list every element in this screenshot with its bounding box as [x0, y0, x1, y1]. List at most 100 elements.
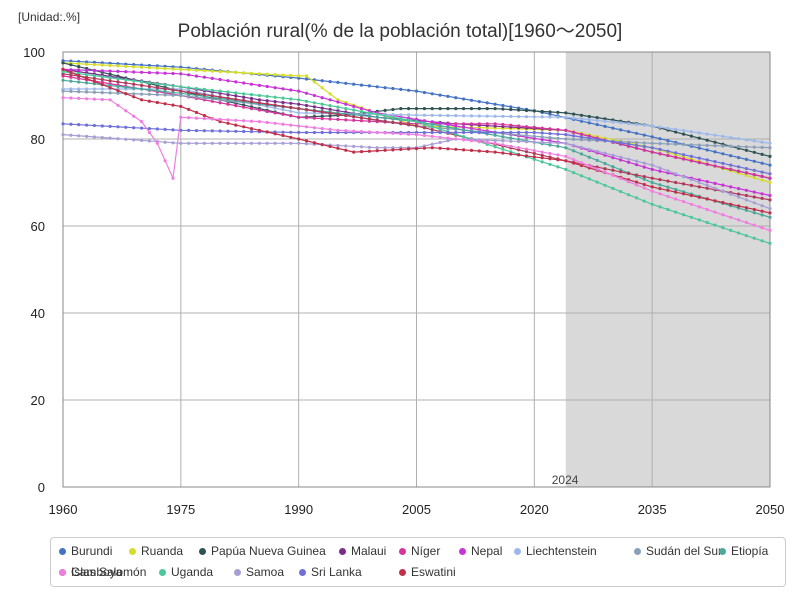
series-point	[517, 124, 521, 128]
series-point	[304, 99, 309, 103]
series-point	[61, 61, 65, 65]
series-point	[579, 163, 584, 168]
series-point	[399, 117, 403, 121]
legend-marker	[514, 547, 521, 555]
series-point	[744, 198, 749, 202]
series-point	[752, 168, 756, 172]
series-point	[61, 96, 65, 100]
series-point	[171, 88, 175, 92]
series-point	[163, 140, 167, 144]
series-point	[147, 92, 151, 96]
series-point	[69, 122, 73, 126]
series-point	[226, 121, 230, 125]
series-point	[187, 128, 191, 132]
y-tick-label: 20	[31, 393, 45, 408]
series-point	[517, 115, 521, 119]
series-point	[430, 130, 434, 135]
series-point	[430, 92, 434, 96]
series-point	[477, 149, 481, 153]
series-point	[108, 79, 112, 83]
series-point	[61, 133, 65, 137]
series-point	[171, 176, 175, 180]
series-point	[697, 195, 701, 199]
legend-item-malaui: Malaui	[339, 544, 386, 558]
series-point	[524, 140, 529, 144]
series-point	[265, 130, 269, 134]
series-point	[721, 213, 725, 217]
series-point	[509, 107, 513, 112]
series-point	[603, 151, 607, 155]
series-point	[469, 122, 474, 126]
series-point	[124, 125, 128, 129]
series-point	[579, 138, 584, 142]
series-point	[281, 87, 285, 91]
series-point	[697, 218, 701, 222]
series-point	[69, 59, 73, 63]
series-point	[242, 129, 246, 134]
series-point	[202, 141, 206, 145]
series-point	[493, 145, 497, 149]
series-point	[352, 118, 356, 122]
series-point	[737, 192, 741, 196]
series-point	[501, 147, 505, 151]
series-point	[92, 82, 96, 86]
series-point	[179, 141, 183, 145]
series-point	[634, 143, 639, 147]
series-point	[163, 71, 167, 75]
series-point	[328, 130, 332, 135]
series-point	[430, 122, 434, 126]
series-point	[572, 161, 576, 165]
series-point	[194, 68, 199, 72]
series-point	[147, 63, 151, 68]
series-point	[682, 182, 686, 186]
series-point	[414, 122, 419, 126]
series-point	[603, 124, 607, 128]
series-point	[611, 140, 615, 144]
series-point	[454, 124, 458, 128]
series-point	[682, 175, 686, 179]
series-point	[375, 130, 379, 135]
series-point	[297, 130, 301, 135]
series-point	[147, 99, 151, 103]
series-point	[729, 215, 733, 219]
series-point	[92, 123, 96, 128]
series-point	[760, 192, 764, 196]
series-point	[454, 126, 458, 131]
series-point	[579, 117, 584, 121]
series-point	[642, 141, 646, 145]
series-point	[140, 80, 144, 84]
series-point	[713, 181, 717, 185]
series-point	[249, 119, 254, 123]
legend-label: Sudán del Sur	[646, 544, 723, 558]
legend-label: Uganda	[171, 565, 214, 579]
series-point	[234, 97, 238, 101]
series-point	[328, 98, 332, 102]
legend-label: Sri Lanka	[311, 565, 362, 579]
series-point	[540, 160, 544, 164]
series-point	[242, 92, 246, 96]
series-point	[69, 89, 73, 93]
series-point	[713, 133, 717, 137]
series-point	[760, 178, 764, 182]
series-point	[304, 91, 309, 95]
series-point	[140, 92, 144, 96]
series-point	[399, 122, 403, 126]
series-point	[587, 118, 591, 122]
series-point	[556, 136, 560, 140]
series-point	[108, 61, 112, 65]
series-point	[682, 213, 686, 217]
series-point	[85, 62, 89, 66]
series-point	[721, 144, 725, 148]
series-point	[454, 114, 458, 118]
chart-title: Población rural(% de la población total)…	[177, 21, 623, 42]
series-point	[729, 192, 733, 196]
series-point	[242, 105, 246, 109]
series-point	[226, 70, 230, 74]
series-point	[202, 75, 206, 79]
series-point	[729, 167, 733, 171]
series-point	[532, 151, 536, 155]
series-point	[682, 142, 686, 147]
series-point	[579, 174, 584, 178]
series-point	[729, 228, 733, 232]
series-point	[564, 137, 568, 141]
